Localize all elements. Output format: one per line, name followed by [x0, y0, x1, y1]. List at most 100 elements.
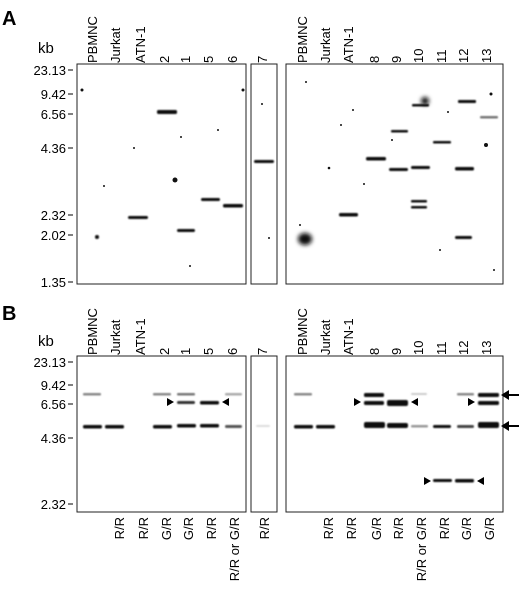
panel-b-lane-7: 7	[255, 348, 270, 355]
band-a-lane7	[254, 160, 274, 163]
panel-a-lane-2: 2	[157, 56, 172, 63]
panel-a-marker-6.56: 6.56	[41, 107, 66, 122]
geno-lane9: R/R	[391, 517, 406, 539]
panel-b-marker-4.36: 4.36	[41, 431, 66, 446]
panel-b-lane-jurkat-right: Jurkat	[318, 319, 333, 355]
band-b-lane1-u	[177, 393, 195, 396]
band-b-lane10-u	[411, 393, 427, 395]
band-b-lane9-g	[387, 423, 408, 428]
geno-lane7: R/R	[257, 517, 272, 539]
panel-b-marker-ticks	[68, 361, 73, 505]
panel-a-marker-1.35: 1.35	[41, 275, 66, 290]
band-b-lane5-r	[200, 401, 219, 405]
geno-jurkat-left: R/R	[112, 517, 127, 539]
panel-b-lane-jurkat-left: Jurkat	[108, 319, 123, 355]
panel-b-letter: B	[2, 303, 16, 325]
spot-a-lane10	[421, 97, 429, 105]
band-b-lane9-r	[387, 400, 408, 406]
panel-b-lane-1: 1	[178, 348, 193, 355]
band-b-lane5-g	[200, 424, 219, 428]
band-a-pbmnc-left	[95, 235, 99, 239]
panel-a-lane-5: 5	[201, 56, 216, 63]
geno-lane8: G/R	[369, 517, 384, 540]
geno-lane6: R/R or G/R	[227, 517, 242, 581]
band-a-lane1	[177, 229, 195, 232]
panel-b-marker-labels: 23.13 9.42 6.56 4.36 2.32	[33, 355, 66, 512]
band-b-pbmnc-right-u	[294, 393, 312, 396]
arrowhead-lane5	[222, 398, 229, 406]
band-a-lane9-low	[389, 168, 408, 171]
panel-b-lane-atn1-right: ATN-1	[341, 318, 356, 355]
band-b-lane8-u	[364, 393, 384, 397]
band-b-lane11-r	[433, 479, 452, 482]
band-a-atn1-right	[339, 213, 358, 217]
panel-a-blot-lane7	[250, 63, 278, 285]
geno-lane2: G/R	[159, 517, 174, 540]
panel-b-blot-lane7	[250, 355, 278, 513]
geno-jurkat-right: R/R	[321, 517, 336, 539]
panel-b-lane-13: 13	[479, 341, 494, 355]
arrowhead-lane12	[477, 477, 484, 485]
geno-lane13: G/R	[482, 517, 497, 540]
panel-a-marker-23.13: 23.13	[33, 63, 66, 78]
panel-a-lane-11: 11	[434, 50, 449, 64]
panel-a-marker-ticks	[68, 69, 73, 283]
panel-a-lane-13: 13	[479, 49, 494, 63]
panel-b-lane-2: 2	[157, 348, 172, 355]
panel-a-blot-right	[285, 63, 504, 285]
band-b-lane12-u	[457, 393, 474, 396]
panel-a-marker-2.32: 2.32	[41, 208, 66, 223]
panel-a-dust-specks	[80, 81, 495, 271]
band-b-lane12-r	[455, 479, 474, 483]
band-b-lane1-g	[177, 424, 196, 428]
arrow-lower	[501, 421, 519, 431]
band-a-lane10-c	[411, 206, 427, 209]
band-b-lane6-u	[225, 393, 242, 396]
panel-b-marker-23.13: 23.13	[33, 355, 66, 370]
panel-a-letter: A	[2, 8, 16, 30]
panel-a-bands	[80, 81, 498, 271]
panel-a-lane-8: 8	[367, 56, 382, 63]
panel-a-lane-9: 9	[389, 56, 404, 63]
band-b-lane13-g	[478, 422, 499, 428]
geno-atn1-left: R/R	[136, 517, 151, 539]
panel-b-marker-9.42: 9.42	[41, 378, 66, 393]
band-b-lane13-u	[478, 393, 499, 397]
panel-b-lane-8: 8	[367, 348, 382, 355]
panel-b-lane-atn1-left: ATN-1	[133, 318, 148, 355]
band-a-lane6	[223, 204, 243, 208]
panel-b-lane-pbmnc-left: PBMNC	[85, 308, 100, 355]
band-b-lane2-u	[153, 393, 171, 396]
panel-a-lane-12: 12	[456, 49, 471, 63]
band-b-jurkat-left-g	[105, 425, 124, 429]
geno-lane11: R/R	[437, 517, 452, 539]
panel-a-lane-jurkat-right: Jurkat	[318, 27, 333, 63]
panel-b-lane-6: 6	[225, 348, 240, 355]
panel-a-lane-pbmnc-right: PBMNC	[295, 16, 310, 63]
band-b-lane6-g	[225, 425, 242, 428]
panel-b-side-arrows	[501, 390, 519, 431]
band-b-pbmnc-left-u	[83, 393, 101, 396]
panel-b-lane-10: 10	[411, 341, 426, 355]
panel-b-kb-label: kb	[38, 333, 54, 350]
panel-a-marker-4.36: 4.36	[41, 141, 66, 156]
panel-b-lane-5: 5	[201, 348, 216, 355]
band-a-lane12-top	[458, 100, 476, 103]
band-b-lane2-g	[153, 425, 172, 429]
band-a-lane11	[433, 141, 451, 144]
band-a-lane13	[480, 116, 498, 119]
panel-a-lane-atn1-left: ATN-1	[133, 26, 148, 63]
band-a-lane12-low	[455, 236, 472, 239]
panel-b-bands	[83, 390, 519, 485]
band-b-lane8-g	[364, 422, 385, 428]
panel-a-marker-2.02: 2.02	[41, 228, 66, 243]
band-a-lane10-b	[411, 200, 427, 203]
panel-b-blot-left	[76, 355, 247, 513]
arrowhead-lane1	[167, 398, 174, 406]
panel-b-lane-12: 12	[456, 341, 471, 355]
panel-a-lane-labels: PBMNC Jurkat ATN-1 2 1 5 6 7 PBMNC Jurka…	[85, 16, 494, 63]
panel-a-lane-jurkat-left: Jurkat	[108, 27, 123, 63]
band-b-lane10-g	[411, 425, 428, 428]
panel-a-lane-7: 7	[255, 56, 270, 63]
